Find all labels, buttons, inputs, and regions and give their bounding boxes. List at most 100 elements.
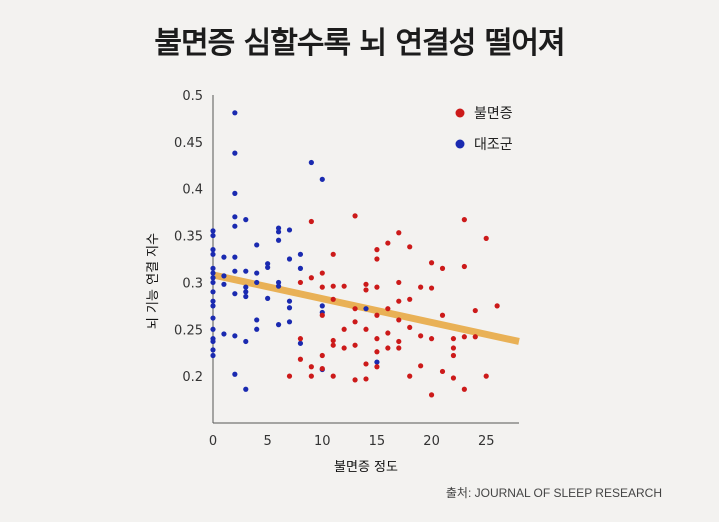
control-data-point — [254, 242, 260, 248]
x-tick-label: 5 — [264, 434, 272, 449]
insomnia-data-point — [330, 373, 336, 379]
insomnia-data-point — [407, 373, 413, 379]
insomnia-data-point — [385, 306, 391, 312]
insomnia-data-point — [428, 392, 435, 398]
insomnia-data-point — [472, 307, 478, 314]
insomnia-data-point — [363, 326, 369, 332]
insomnia-data-point — [363, 361, 369, 367]
insomnia-data-point — [439, 265, 446, 271]
insomnia-data-point — [396, 279, 402, 286]
control-data-point — [275, 225, 282, 231]
control-data-point — [210, 326, 216, 332]
control-data-point — [210, 338, 216, 345]
control-data-point — [210, 270, 216, 276]
insomnia-data-point — [319, 366, 325, 372]
insomnia-data-point — [341, 283, 347, 289]
insomnia-data-point — [330, 337, 336, 344]
control-data-point — [275, 237, 282, 243]
insomnia-data-point — [308, 275, 314, 281]
insomnia-data-point — [407, 324, 413, 331]
control-data-point — [232, 268, 238, 274]
control-data-point — [210, 298, 216, 304]
control-data-point — [275, 229, 282, 235]
x-axis-title: 불면증 정도 — [334, 460, 398, 475]
insomnia-data-point — [450, 375, 457, 381]
control-data-point — [221, 254, 227, 260]
control-data-point — [286, 227, 293, 233]
insomnia-data-point — [407, 296, 413, 302]
insomnia-data-point — [472, 334, 478, 340]
insomnia-data-point — [450, 352, 457, 359]
insomnia-data-point — [297, 356, 304, 362]
legend-label-insomnia: 불면증 — [474, 106, 513, 122]
insomnia-data-point — [396, 230, 402, 236]
insomnia-data-point — [385, 330, 391, 336]
control-data-point — [210, 303, 216, 309]
control-data-point — [210, 265, 216, 271]
insomnia-data-point — [319, 284, 325, 290]
control-data-point — [243, 293, 249, 300]
insomnia-data-point — [396, 317, 402, 323]
control-data-point — [319, 303, 325, 309]
control-data-point — [232, 371, 238, 377]
source-credit: 출처: JOURNAL OF SLEEP RESEARCH — [445, 486, 662, 500]
insomnia-data-point — [330, 283, 336, 289]
control-data-point — [243, 268, 249, 274]
control-data-point — [243, 284, 249, 290]
insomnia-data-point — [396, 345, 402, 351]
insomnia-data-point — [374, 336, 380, 342]
insomnia-data-point — [330, 342, 336, 348]
control-data-point — [210, 247, 216, 253]
insomnia-data-point — [330, 251, 336, 257]
x-tick-label: 15 — [369, 434, 386, 449]
control-data-point — [221, 331, 227, 337]
insomnia-data-point — [319, 270, 325, 276]
legend-marker-control — [455, 139, 465, 149]
control-data-point — [210, 347, 216, 353]
insomnia-data-point — [385, 240, 391, 246]
y-tick-label: 0.45 — [174, 136, 203, 151]
insomnia-data-point — [374, 312, 380, 318]
insomnia-data-point — [341, 326, 347, 332]
control-data-point — [254, 279, 260, 286]
insomnia-data-point — [396, 298, 402, 304]
insomnia-data-point — [319, 352, 325, 359]
insomnia-data-point — [428, 336, 435, 342]
insomnia-data-point — [418, 284, 424, 290]
control-data-point — [286, 319, 293, 325]
x-tick-label: 10 — [314, 434, 331, 449]
control-data-point — [221, 273, 227, 279]
insomnia-data-point — [352, 306, 358, 312]
control-data-point — [286, 256, 293, 262]
control-data-point — [265, 261, 271, 267]
y-tick-label: 0.4 — [182, 183, 203, 198]
insomnia-data-point — [308, 364, 314, 370]
insomnia-data-point — [363, 281, 369, 287]
control-data-point — [243, 289, 249, 295]
legend-marker-insomnia — [455, 108, 465, 118]
control-data-point — [210, 352, 216, 359]
legend: 불면증 대조군 — [455, 106, 513, 153]
insomnia-data-point — [286, 373, 293, 379]
control-data-point — [265, 295, 271, 301]
control-data-point — [232, 110, 238, 116]
insomnia-data-point — [352, 377, 358, 383]
x-tick-label: 25 — [478, 434, 495, 449]
control-data-point — [243, 217, 249, 223]
control-data-point — [254, 270, 260, 276]
insomnia-data-point — [483, 373, 489, 379]
control-data-point — [374, 359, 380, 365]
insomnia-data-point — [330, 296, 336, 302]
x-tick-label: 20 — [423, 434, 440, 449]
control-data-point — [210, 228, 216, 234]
insomnia-data-point — [297, 279, 304, 286]
control-data-point — [275, 279, 282, 286]
y-tick-label: 0.35 — [174, 230, 203, 245]
control-data-point — [210, 315, 216, 321]
control-data-point — [243, 338, 249, 345]
legend-label-control: 대조군 — [474, 137, 513, 153]
insomnia-data-point — [494, 303, 500, 309]
control-data-point — [210, 232, 216, 239]
control-data-point — [275, 283, 282, 289]
